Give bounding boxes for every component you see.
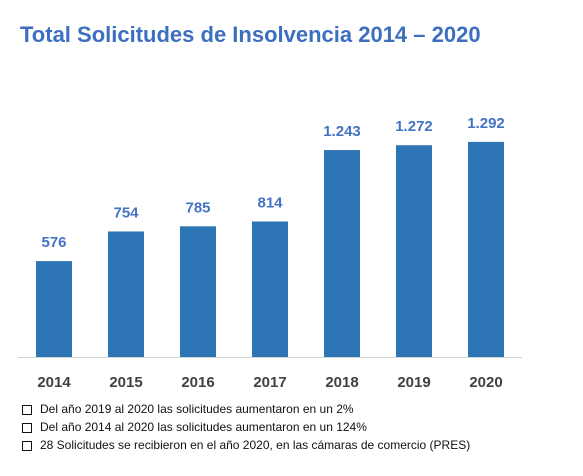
x-tick-label: 2016 (181, 374, 214, 391)
x-tick-label: 2017 (253, 374, 286, 391)
checkbox (22, 441, 32, 451)
value-label: 1.272 (395, 118, 433, 135)
value-label: 1.243 (323, 123, 361, 140)
value-label: 814 (257, 194, 283, 211)
bar (396, 145, 432, 357)
value-label: 785 (185, 199, 210, 216)
value-label: 754 (113, 204, 139, 221)
value-label: 576 (41, 234, 66, 251)
checkbox (22, 405, 32, 415)
x-tick-label: 2019 (397, 374, 430, 391)
checkbox (22, 423, 32, 433)
note: Del año 2019 al 2020 las solicitudes aum… (40, 402, 354, 416)
x-tick-label: 2014 (37, 374, 71, 391)
bar (36, 261, 72, 357)
x-tick-label: 2020 (469, 374, 502, 391)
bar (468, 141, 504, 357)
note: 28 Solicitudes se recibieron en el año 2… (40, 438, 470, 452)
bar (252, 221, 288, 357)
note: Del año 2014 al 2020 las solicitudes aum… (40, 420, 367, 434)
bar (108, 231, 144, 357)
x-tick-label: 2018 (325, 374, 358, 391)
value-label: 1.292 (467, 115, 505, 132)
bar (324, 150, 360, 357)
bar (180, 226, 216, 357)
x-tick-label: 2015 (109, 374, 142, 391)
chart-title: Total Solicitudes de Insolvencia 2014 – … (20, 22, 481, 47)
